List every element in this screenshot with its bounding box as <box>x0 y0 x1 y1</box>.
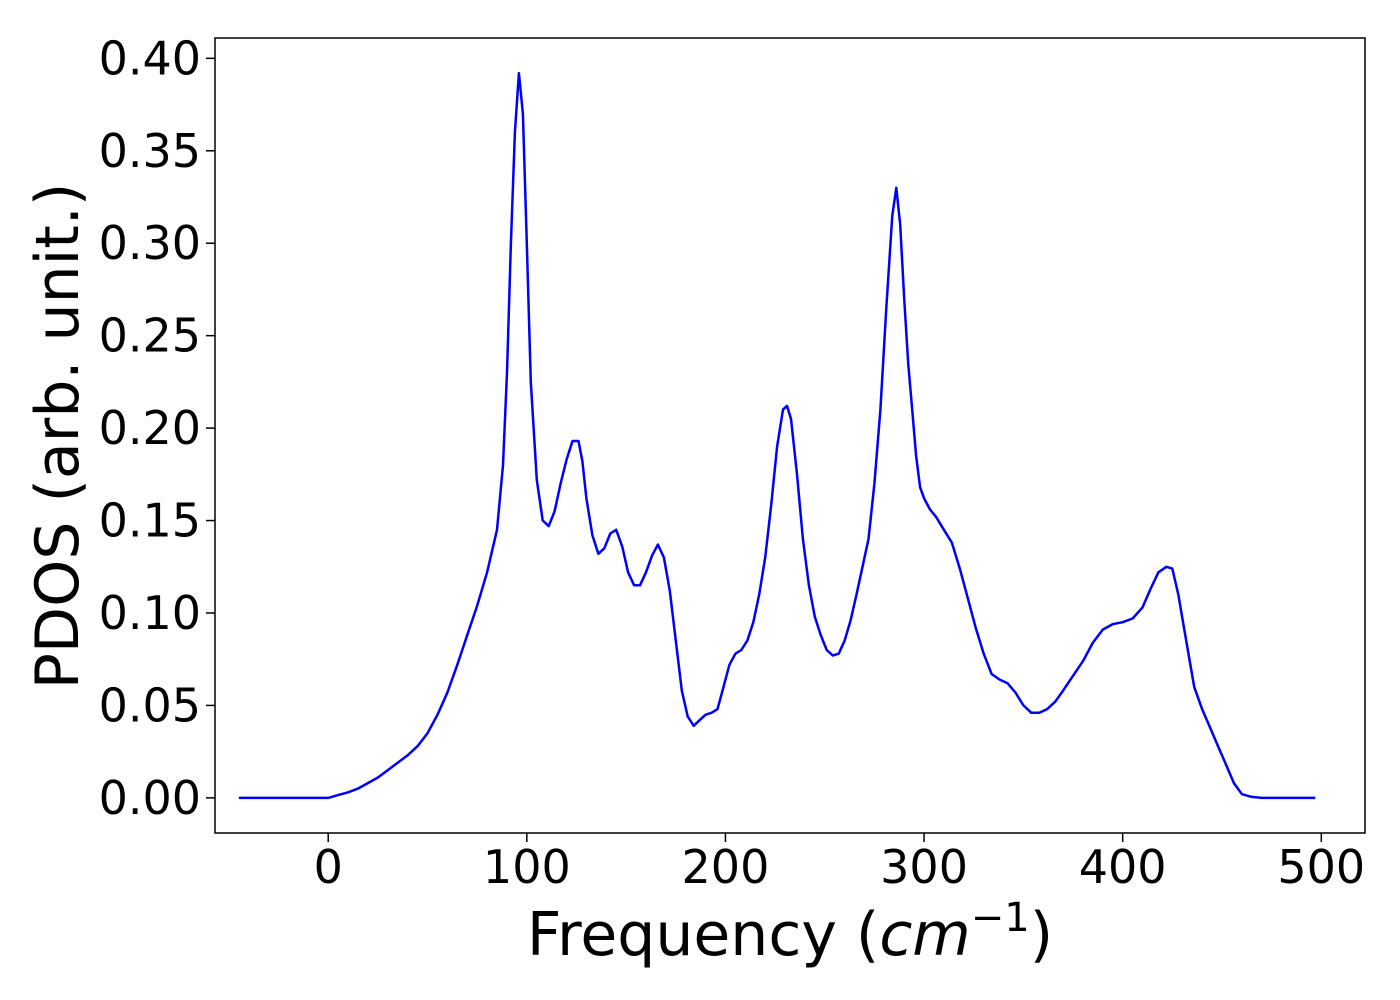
y-tick-label: 0.25 <box>99 309 201 363</box>
x-axis-title-prefix: Frequency ( <box>527 900 879 970</box>
y-tick-label: 0.15 <box>99 494 201 548</box>
x-axis-title: Frequency (cm−1) <box>527 895 1053 970</box>
x-tick-label: 300 <box>880 840 968 894</box>
x-axis-ticks: 0 100 200 300 400 500 <box>314 833 1365 894</box>
x-tick-label: 500 <box>1277 840 1365 894</box>
x-axis-title-unit: cm <box>879 900 970 970</box>
y-axis-ticks: 0.00 0.05 0.10 0.15 0.20 0.25 0.30 0.35 0.40 <box>99 31 215 825</box>
x-axis-title-exponent: −1 <box>971 895 1030 941</box>
y-tick-label: 0.00 <box>99 771 201 825</box>
y-tick-label: 0.30 <box>99 216 201 270</box>
y-tick-label: 0.35 <box>99 124 201 178</box>
x-tick-label: 0 <box>314 840 343 894</box>
y-tick-label: 0.20 <box>99 401 201 455</box>
x-axis-title-suffix: ) <box>1030 900 1053 970</box>
plot-area <box>238 71 1316 800</box>
y-tick-label: 0.10 <box>99 586 201 640</box>
pdos-series-line <box>238 71 1316 800</box>
y-axis-title: PDOS (arb. unit.) <box>23 183 93 690</box>
y-tick-label: 0.40 <box>99 31 201 85</box>
x-tick-label: 100 <box>483 840 571 894</box>
x-tick-label: 400 <box>1079 840 1167 894</box>
x-tick-label: 200 <box>682 840 770 894</box>
y-tick-label: 0.05 <box>99 678 201 732</box>
axes-frame <box>214 37 1366 834</box>
